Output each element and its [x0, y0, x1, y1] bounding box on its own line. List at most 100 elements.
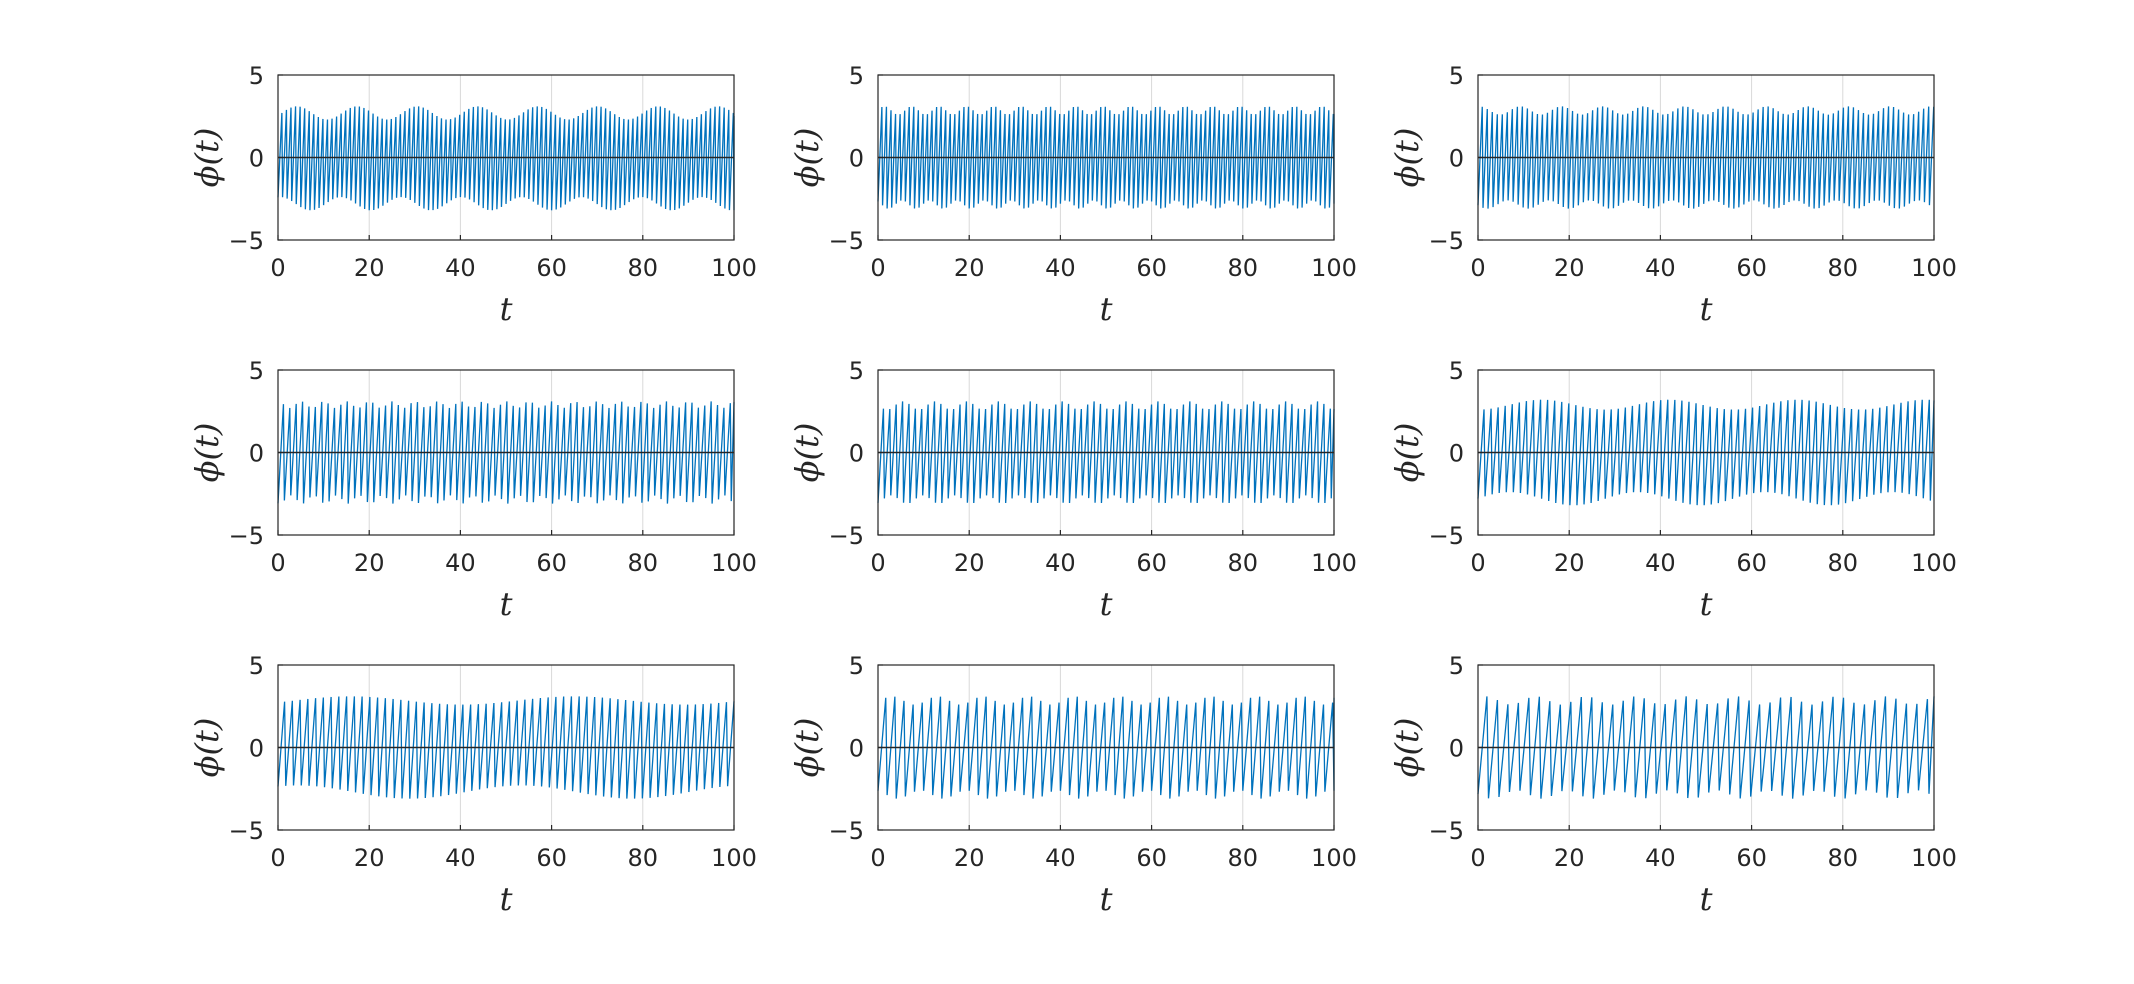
- x-axis-label: t: [500, 290, 513, 328]
- x-axis-label: t: [1700, 585, 1713, 623]
- x-tick-label: 40: [1645, 254, 1676, 282]
- x-tick-label: 0: [870, 254, 885, 282]
- series-line: [877, 696, 1335, 799]
- y-tick-label: 5: [849, 652, 864, 680]
- y-tick-label: 0: [249, 145, 264, 173]
- y-tick-label: 0: [849, 145, 864, 173]
- x-tick-label: 100: [1911, 844, 1957, 872]
- y-axis-label: ϕ(t): [1388, 128, 1426, 188]
- y-axis-label: ϕ(t): [1388, 718, 1426, 778]
- y-tick-label: 5: [1449, 357, 1464, 385]
- x-tick-label: 100: [711, 254, 757, 282]
- y-tick-label: 5: [1449, 652, 1464, 680]
- y-tick-label: 0: [849, 735, 864, 763]
- y-tick-label: 0: [249, 735, 264, 763]
- x-tick-label: 40: [1645, 549, 1676, 577]
- x-tick-label: 60: [1736, 254, 1767, 282]
- y-tick-label: 5: [249, 62, 264, 90]
- y-axis-label: ϕ(t): [788, 423, 826, 483]
- x-tick-label: 20: [1554, 549, 1585, 577]
- x-tick-label: 80: [628, 844, 659, 872]
- x-tick-label: 0: [870, 844, 885, 872]
- y-tick-label: −5: [1429, 817, 1464, 845]
- x-tick-label: 40: [445, 254, 476, 282]
- x-tick-label: 20: [954, 549, 985, 577]
- x-tick-label: 40: [1045, 549, 1076, 577]
- x-tick-label: 0: [270, 549, 285, 577]
- x-tick-label: 60: [1736, 844, 1767, 872]
- x-tick-label: 0: [1470, 254, 1485, 282]
- x-tick-label: 100: [711, 844, 757, 872]
- x-tick-label: 60: [1136, 549, 1167, 577]
- x-tick-label: 20: [954, 254, 985, 282]
- y-tick-label: −5: [1429, 522, 1464, 550]
- x-tick-label: 20: [354, 254, 385, 282]
- x-tick-label: 60: [536, 254, 567, 282]
- x-tick-label: 0: [1470, 844, 1485, 872]
- x-axis-label: t: [1100, 585, 1113, 623]
- x-tick-label: 80: [628, 549, 659, 577]
- y-tick-label: 5: [249, 357, 264, 385]
- x-tick-label: 20: [354, 844, 385, 872]
- x-tick-label: 40: [1045, 254, 1076, 282]
- x-tick-label: 80: [1228, 549, 1259, 577]
- x-tick-label: 100: [1911, 549, 1957, 577]
- y-axis-label: ϕ(t): [1388, 423, 1426, 483]
- y-tick-label: 5: [249, 652, 264, 680]
- series-line: [877, 401, 1335, 503]
- x-tick-label: 80: [1828, 254, 1859, 282]
- y-tick-label: 5: [849, 62, 864, 90]
- y-axis-label: ϕ(t): [788, 128, 826, 188]
- x-axis-label: t: [1700, 290, 1713, 328]
- x-tick-label: 100: [711, 549, 757, 577]
- x-tick-label: 80: [1228, 844, 1259, 872]
- x-tick-label: 20: [954, 844, 985, 872]
- x-tick-label: 100: [1311, 254, 1357, 282]
- x-tick-label: 40: [445, 549, 476, 577]
- series-line: [277, 696, 735, 799]
- x-axis-label: t: [1100, 290, 1113, 328]
- x-tick-label: 40: [1045, 844, 1076, 872]
- x-tick-label: 100: [1311, 549, 1357, 577]
- x-tick-label: 40: [1645, 844, 1676, 872]
- y-tick-label: 0: [1449, 145, 1464, 173]
- x-tick-label: 80: [1828, 549, 1859, 577]
- y-axis-label: ϕ(t): [188, 128, 226, 188]
- y-axis-label: ϕ(t): [188, 423, 226, 483]
- x-axis-label: t: [1100, 880, 1113, 918]
- y-tick-label: 0: [249, 440, 264, 468]
- series-line: [1477, 106, 1935, 209]
- x-tick-label: 80: [1828, 844, 1859, 872]
- y-tick-label: −5: [829, 227, 864, 255]
- x-tick-label: 60: [1736, 549, 1767, 577]
- y-tick-label: 0: [849, 440, 864, 468]
- x-tick-label: 20: [1554, 844, 1585, 872]
- x-tick-label: 60: [1136, 254, 1167, 282]
- series-line: [277, 106, 735, 211]
- x-tick-label: 100: [1311, 844, 1357, 872]
- x-axis-label: t: [500, 585, 513, 623]
- x-axis-label: t: [500, 880, 513, 918]
- x-tick-label: 80: [628, 254, 659, 282]
- x-tick-label: 20: [354, 549, 385, 577]
- x-axis-label: t: [1700, 880, 1713, 918]
- y-tick-label: −5: [1429, 227, 1464, 255]
- x-tick-label: 60: [536, 549, 567, 577]
- y-tick-label: 0: [1449, 440, 1464, 468]
- y-tick-label: 0: [1449, 735, 1464, 763]
- x-tick-label: 20: [1554, 254, 1585, 282]
- y-tick-label: 5: [849, 357, 864, 385]
- y-tick-label: −5: [229, 817, 264, 845]
- y-tick-label: −5: [229, 227, 264, 255]
- y-tick-label: −5: [229, 522, 264, 550]
- y-axis-label: ϕ(t): [788, 718, 826, 778]
